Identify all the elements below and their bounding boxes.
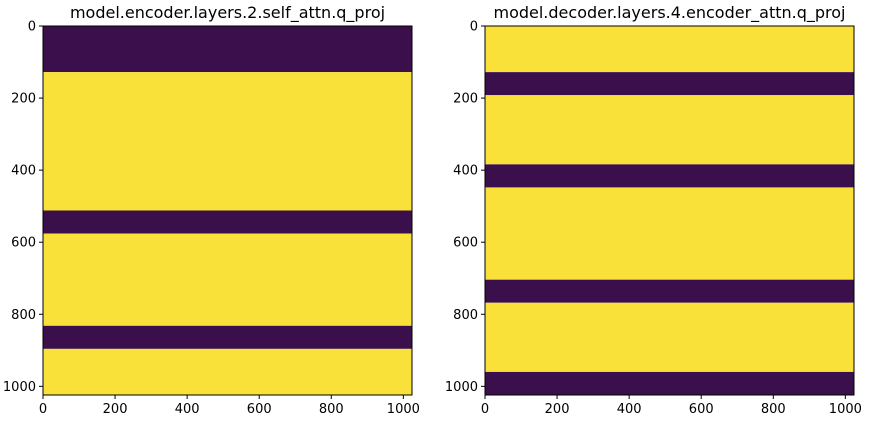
chart-title: model.decoder.layers.4.encoder_attn.q_pr… (493, 3, 845, 23)
y-tick-label: 0 (28, 20, 36, 35)
x-tick-label: 1000 (829, 402, 862, 417)
y-tick-label: 0 (470, 20, 478, 35)
x-tick-label: 0 (39, 402, 47, 417)
plot-frame (484, 25, 855, 396)
heatmap-band-low (485, 371, 854, 395)
y-tick-label: 800 (453, 308, 478, 323)
heatmap-band-high (485, 26, 854, 73)
x-tick-label: 600 (247, 402, 272, 417)
chart-title: model.encoder.layers.2.self_attn.q_proj (70, 3, 385, 23)
x-tick-label: 800 (761, 402, 786, 417)
heatmap-band-high (43, 233, 412, 326)
y-tick-label: 200 (11, 92, 36, 107)
heatmap-band-high (43, 72, 412, 211)
heatmap-band-low (485, 279, 854, 303)
y-tick-label: 400 (453, 164, 478, 179)
y-tick-label: 600 (453, 236, 478, 251)
y-tick-label: 600 (11, 236, 36, 251)
heatmap-band-low (43, 26, 412, 73)
y-tick-label: 1000 (445, 380, 478, 395)
y-tick-label: 200 (453, 92, 478, 107)
heatmap-band-low (485, 164, 854, 188)
x-tick-label: 0 (481, 402, 489, 417)
y-tick-label: 400 (11, 164, 36, 179)
y-tick-label: 1000 (3, 380, 36, 395)
x-tick-label: 1000 (387, 402, 420, 417)
heatmap-band-high (485, 95, 854, 165)
x-tick-label: 200 (103, 402, 128, 417)
heatmap-band-high (43, 348, 412, 395)
heatmap-band-high (485, 187, 854, 280)
plot-frame (42, 25, 413, 396)
x-tick-label: 800 (319, 402, 344, 417)
x-tick-label: 400 (175, 402, 200, 417)
heatmap-band-low (43, 325, 412, 349)
y-tick-label: 800 (11, 308, 36, 323)
x-tick-label: 400 (617, 402, 642, 417)
x-tick-label: 600 (689, 402, 714, 417)
x-tick-label: 200 (545, 402, 570, 417)
left-heatmap-panel: model.encoder.layers.2.self_attn.q_proj 0… (3, 3, 420, 417)
heatmap-band-low (43, 210, 412, 234)
heatmap-band-high (485, 302, 854, 372)
right-heatmap-panel: model.decoder.layers.4.encoder_attn.q_pr… (445, 3, 862, 417)
heatmap-band-low (485, 72, 854, 96)
